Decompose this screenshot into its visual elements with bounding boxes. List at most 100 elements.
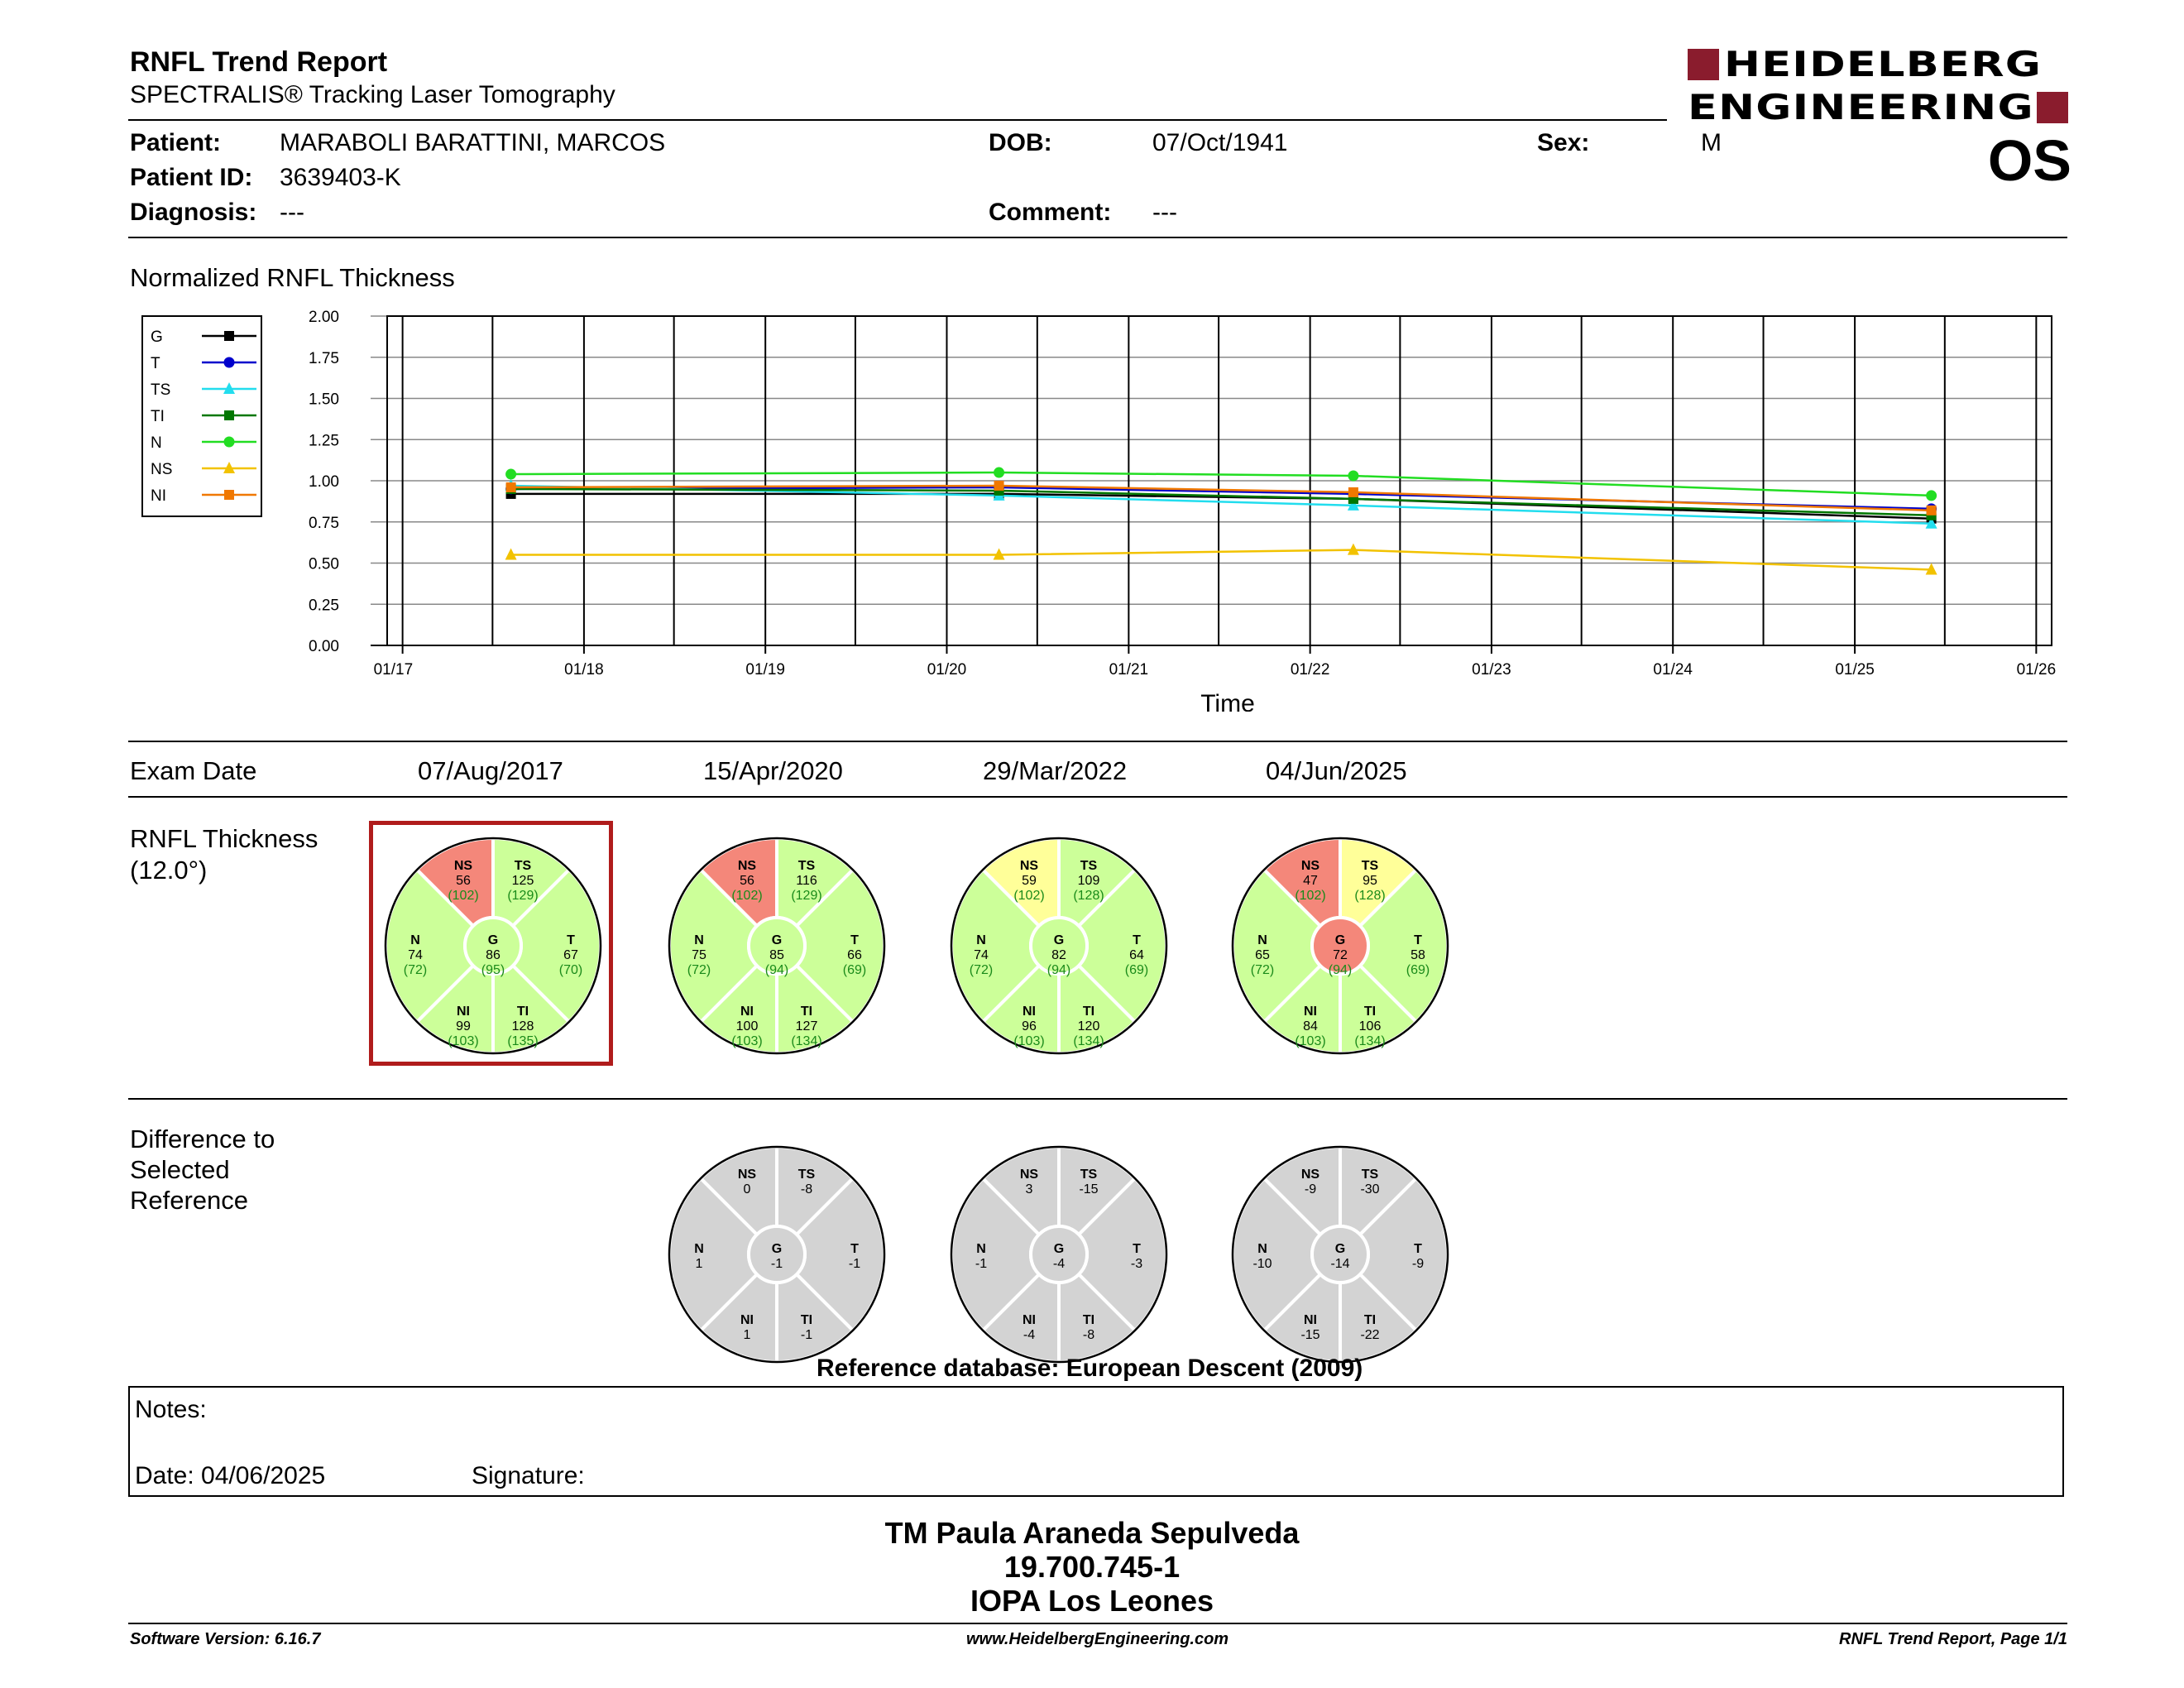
legend-label-NS: NS — [151, 461, 172, 478]
y-tick-label: 0.25 — [309, 597, 339, 614]
notes-label: Notes: — [135, 1396, 207, 1423]
sector-G — [1029, 1225, 1089, 1284]
sector-label-NI: NI — [740, 1313, 754, 1327]
sector-value-TS: 116 — [796, 874, 817, 888]
legend-marker — [224, 490, 234, 500]
report-title: RNFL Trend Report — [130, 46, 388, 78]
sector-label-TS: TS — [798, 1168, 816, 1182]
y-tick-label: 0.50 — [309, 556, 339, 573]
sector-label-NI: NI — [1023, 1313, 1036, 1327]
patient-label: Patient: — [130, 129, 222, 156]
sector-outline — [950, 837, 1168, 1055]
legend-label-T: T — [151, 355, 160, 372]
exam-date-4: 04/Jun/2025 — [1266, 756, 1407, 785]
series-line-NS — [510, 549, 1932, 571]
heidelberg-logo: HEIDELBERG ENGINEERING — [1688, 46, 2068, 132]
sector-reference-TI: (135) — [507, 1034, 538, 1048]
exam-date-3: 29/Mar/2022 — [983, 756, 1128, 785]
sector-value-G: -14 — [1330, 1257, 1349, 1271]
sector-label-TI: TI — [801, 1313, 812, 1327]
sector-label-G: G — [1335, 1242, 1345, 1256]
legend-marker — [224, 331, 234, 341]
sector-label-G: G — [488, 933, 498, 947]
sector-reference-NS: (102) — [448, 889, 478, 903]
sector-value-T: -1 — [849, 1257, 860, 1271]
comment-value: --- — [1152, 199, 1177, 226]
sector-label-T: T — [1414, 933, 1422, 947]
diagnosis-value: --- — [280, 199, 304, 226]
y-tick-label: 1.25 — [309, 432, 339, 449]
sector-outline — [384, 837, 602, 1055]
sector-reference-TI: (134) — [791, 1034, 821, 1048]
sector-value-T: -3 — [1131, 1257, 1142, 1271]
data-point — [1926, 505, 1937, 516]
signer-institution: IOPA Los Leones — [970, 1584, 1214, 1618]
sector-label-NI: NI — [1304, 1313, 1317, 1327]
header-divider — [128, 119, 1667, 121]
notes-date: Date: 04/06/2025 — [135, 1462, 326, 1489]
data-point — [1347, 543, 1359, 555]
sector-label-TI: TI — [1083, 1005, 1094, 1019]
sector-reference-TI: (134) — [1073, 1034, 1104, 1048]
sector-reference-NS: (102) — [1295, 889, 1325, 903]
sector-label-N: N — [1257, 933, 1267, 947]
sector-value-G: 72 — [1333, 948, 1348, 962]
sector-label-NS: NS — [1301, 1168, 1320, 1182]
y-tick-label: 0.75 — [309, 515, 339, 532]
sector-value-N: 1 — [696, 1257, 703, 1271]
sector-reference-T: (69) — [1406, 963, 1430, 977]
sector-label-TI: TI — [801, 1005, 812, 1019]
logo-square-icon — [2037, 92, 2068, 123]
website-link[interactable]: www.HeidelbergEngineering.com — [966, 1630, 1229, 1648]
sector-value-T: 64 — [1129, 948, 1144, 962]
x-tick-label: 01/19 — [745, 661, 785, 679]
y-tick-label: 1.75 — [309, 350, 339, 367]
sector-value-TI: 120 — [1078, 1019, 1100, 1033]
notes-box: Notes: Date: 04/06/2025 Signature: — [128, 1386, 2064, 1497]
sector-label-TI: TI — [1364, 1005, 1376, 1019]
legend-marker — [224, 410, 234, 420]
y-tick-label: 1.00 — [309, 473, 339, 491]
x-tick-label: 01/22 — [1291, 661, 1330, 679]
sector-value-N: -10 — [1252, 1257, 1272, 1271]
patient-divider — [128, 237, 2067, 238]
reference-database: Reference database: European Descent (20… — [817, 1355, 1363, 1382]
sector-reference-T: (70) — [559, 963, 582, 977]
difference-circle-3: NS -9 TS -30 N -10 G -14 T -9 NI -15 TI -22 — [1228, 1143, 1452, 1366]
thickness-label: RNFL Thickness — [130, 824, 318, 853]
dob-value: 07/Oct/1941 — [1152, 129, 1288, 156]
y-tick-label: 2.00 — [309, 309, 339, 326]
sector-outline — [668, 837, 886, 1055]
sector-value-T: 67 — [563, 948, 578, 962]
x-tick-label: 01/17 — [374, 661, 414, 679]
selected-reference-box — [369, 821, 613, 1066]
sector-label-NS: NS — [1020, 1168, 1039, 1182]
sector-value-TS: -30 — [1360, 1182, 1379, 1196]
sex-label: Sex: — [1537, 129, 1590, 156]
sector-label-N: N — [410, 933, 420, 947]
rnfl-trend-chart: 2.00 1.75 1.50 1.25 1.00 0.75 0.50 0.25 0.00 01/1… — [141, 309, 2056, 712]
sector-reference-N: (72) — [404, 963, 427, 977]
data-point — [993, 548, 1005, 560]
sector-value-TS: 109 — [1078, 874, 1100, 888]
series-line-NI — [510, 484, 1932, 512]
sector-value-G: -4 — [1053, 1257, 1065, 1271]
sector-value-G: 86 — [486, 948, 500, 962]
sector-reference-T: (69) — [1125, 963, 1148, 977]
thickness-circle-4: NS 47 (102) TS 95 (128) N 65 (72) G 72 (94) T 58 (69) N… — [1228, 834, 1452, 1057]
data-point — [1925, 563, 1937, 575]
sector-label-NI: NI — [740, 1005, 754, 1019]
sector-label-T: T — [567, 933, 575, 947]
sector-label-N: N — [976, 1242, 986, 1256]
sector-value-NI: 99 — [456, 1019, 471, 1033]
sector-value-TS: 95 — [1363, 874, 1377, 888]
sector-G — [1310, 1225, 1370, 1284]
sector-value-NI: 1 — [744, 1328, 751, 1342]
sector-label-TS: TS — [1080, 859, 1098, 873]
sector-value-NS: 3 — [1026, 1182, 1033, 1196]
sector-value-T: 58 — [1410, 948, 1425, 962]
signer-name: TM Paula Araneda Sepulveda — [884, 1516, 1300, 1550]
